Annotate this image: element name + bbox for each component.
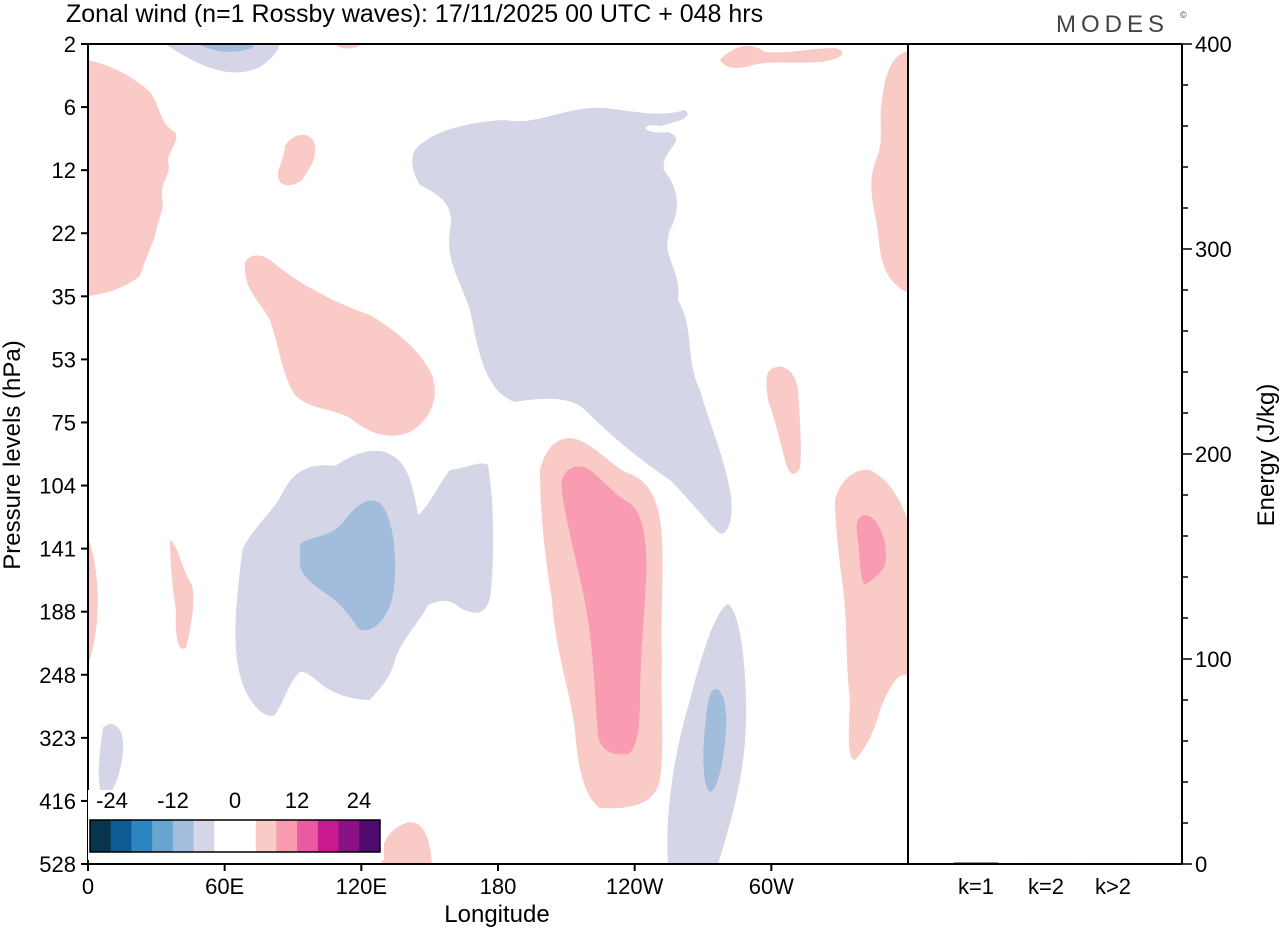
energy-tick-label: 300 — [1195, 237, 1232, 262]
colorbar-swatch — [90, 820, 112, 852]
y-tick-label: 6 — [64, 95, 76, 120]
x-tick-label: 180 — [480, 874, 517, 899]
brand-logo: MODES — [1056, 11, 1169, 38]
energy-tick-label: 400 — [1195, 32, 1232, 57]
y-tick-label: 416 — [39, 789, 76, 814]
colorbar-swatch — [131, 820, 153, 852]
x-tick-label: 120E — [336, 874, 387, 899]
colorbar-swatch — [338, 820, 360, 852]
colorbar-swatch — [172, 820, 194, 852]
colorbar-swatch — [235, 820, 257, 852]
y-tick-label: 35 — [52, 284, 76, 309]
colorbar-label: 12 — [285, 788, 309, 813]
wavenumber-labels: k=1 k=2 k>2 — [958, 874, 1131, 899]
longitude-axis: 0 60E 120E 180 120W 60W — [82, 864, 794, 899]
y-tick-label: 323 — [39, 726, 76, 751]
colorbar-label: -24 — [96, 788, 128, 813]
colorbar-label: 0 — [229, 788, 241, 813]
energy-tick-label: 0 — [1195, 852, 1207, 877]
energy-axis-label: Energy (J/kg) — [1253, 384, 1280, 527]
colorbar-swatch — [276, 820, 298, 852]
y-tick-label: 2 — [64, 32, 76, 57]
positive-anomaly-moderate — [561, 466, 887, 755]
y-tick-label: 53 — [52, 347, 76, 372]
colorbar-swatch — [214, 820, 236, 852]
pressure-axis: 2 6 12 22 35 53 75 104 141 188 248 323 416 528 — [39, 32, 88, 877]
colorbar-swatch — [317, 820, 339, 852]
contour-plot — [88, 44, 908, 864]
y-tick-label: 141 — [39, 537, 76, 562]
y-tick-label: 22 — [52, 221, 76, 246]
colorbar-swatch — [193, 820, 215, 852]
colorbar: -24 -12 0 12 24 — [88, 788, 384, 860]
wavenumber-label: k>2 — [1095, 874, 1131, 899]
colorbar-label: -12 — [157, 788, 189, 813]
y-tick-label: 104 — [39, 474, 76, 499]
wavenumber-label: k=1 — [958, 874, 994, 899]
colorbar-label: 24 — [347, 788, 371, 813]
colorbar-swatch — [297, 820, 319, 852]
y-tick-label: 188 — [39, 600, 76, 625]
x-tick-label: 60E — [205, 874, 244, 899]
x-tick-label: 0 — [82, 874, 94, 899]
x-tick-label: 60W — [749, 874, 794, 899]
colorbar-swatch — [359, 820, 381, 852]
colorbar-outline — [89, 819, 381, 853]
y-tick-label: 528 — [39, 852, 76, 877]
colorbar-swatch — [152, 820, 174, 852]
brand-copyright-mark: © — [1180, 10, 1187, 20]
chart-title: Zonal wind (n=1 Rossby waves): 17/11/202… — [66, 0, 763, 28]
y-tick-label: 75 — [52, 410, 76, 435]
colorbar-swatch — [110, 820, 132, 852]
y-tick-label: 248 — [39, 663, 76, 688]
x-axis-label: Longitude — [444, 901, 549, 928]
wavenumber-label: k=2 — [1028, 874, 1064, 899]
y-axis-label: Pressure levels (hPa) — [0, 340, 26, 569]
energy-axis: 0 100 200 300 400 — [1182, 32, 1232, 877]
x-tick-label: 120W — [606, 874, 664, 899]
energy-tick-label: 100 — [1195, 647, 1232, 672]
energy-tick-label: 200 — [1195, 442, 1232, 467]
y-tick-label: 12 — [52, 158, 76, 183]
colorbar-swatch — [255, 820, 277, 852]
negative-anomaly-moderate — [198, 44, 727, 792]
